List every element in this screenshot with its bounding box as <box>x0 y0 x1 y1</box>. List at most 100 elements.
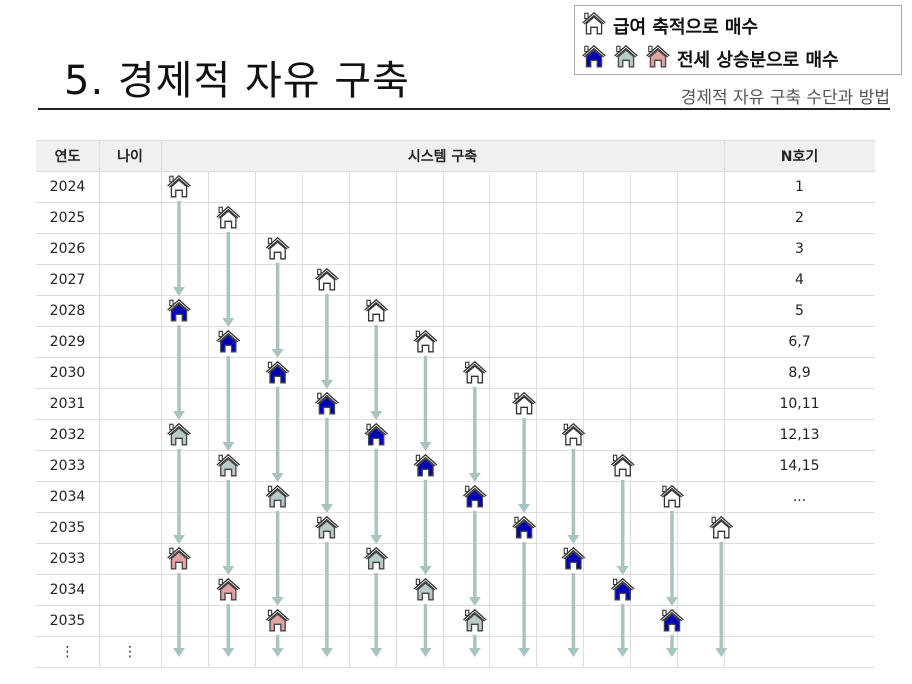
house-white-icon <box>167 174 191 198</box>
grid-row-line <box>36 636 875 637</box>
year-cell: 2024 <box>49 178 86 195</box>
house-blue-icon <box>581 43 607 74</box>
system-flow <box>167 174 734 657</box>
grid-row-line <box>36 667 875 668</box>
house-pink-icon <box>645 43 671 74</box>
house-blue-icon <box>561 546 586 570</box>
grid-row-line <box>36 357 875 358</box>
grid-row-line <box>36 419 875 420</box>
grid-col-line <box>583 171 584 667</box>
header-unit: N호기 <box>724 140 875 171</box>
grid-row-line <box>36 512 875 513</box>
flow-arrow <box>567 449 580 544</box>
house-blue-icon <box>216 329 241 353</box>
grid-col-line <box>349 171 350 667</box>
flow-arrow <box>666 511 678 606</box>
house-white-icon <box>660 484 684 508</box>
house-blue-icon <box>610 577 635 601</box>
flow-arrow <box>370 449 383 544</box>
house-gray-icon <box>364 546 389 570</box>
house-white-icon <box>364 298 389 322</box>
house-white-icon <box>216 205 241 229</box>
year-cell: 2031 <box>49 395 86 412</box>
house-pink-icon <box>167 546 191 570</box>
flow-arrow <box>271 511 284 606</box>
grid-col-line <box>208 171 209 667</box>
grid-col-line <box>489 171 490 667</box>
grid-col-line <box>443 171 444 667</box>
house-pink-icon <box>216 577 241 601</box>
flow-arrow <box>616 604 629 657</box>
flow-arrow <box>173 325 185 420</box>
flow-arrow <box>222 356 235 451</box>
flow-arrow <box>370 325 383 420</box>
legend-item-jeonse: 전세 상승분으로 매수 <box>581 43 839 74</box>
legend-item-salary: 급여 축적으로 매수 <box>581 10 758 41</box>
page-subtitle: 경제적 자유 구축 수단과 방법 <box>680 88 890 108</box>
grid-col-line <box>536 171 537 667</box>
header-system: 시스템 구축 <box>161 140 724 171</box>
unit-cell: 3 <box>795 240 804 257</box>
grid-row-line <box>36 295 875 296</box>
grid-row-line <box>36 388 875 389</box>
house-blue-icon <box>413 453 438 477</box>
house-blue-icon <box>364 422 389 446</box>
year-cell: 2030 <box>49 364 86 381</box>
house-white-icon <box>265 236 290 260</box>
flow-arrow <box>222 232 235 327</box>
grid-col-line <box>724 140 725 667</box>
grid-col-line <box>99 140 100 667</box>
flow-arrow <box>419 480 432 575</box>
house-gray-icon <box>315 515 339 539</box>
unit-cell: 1 <box>795 178 804 195</box>
flow-arrow <box>320 418 333 513</box>
grid-row-line <box>36 481 875 482</box>
house-white-icon <box>315 267 339 291</box>
legend-label: 전세 상승분으로 매수 <box>677 49 839 71</box>
year-cell: 2033 <box>49 457 86 474</box>
flow-arrow <box>518 542 531 657</box>
flow-arrow <box>370 573 383 657</box>
unit-cell: ... <box>792 488 807 505</box>
house-white-icon <box>413 329 438 353</box>
grid-row-line <box>36 543 875 544</box>
grid-row-line <box>36 450 875 451</box>
house-pink-icon <box>265 608 290 632</box>
unit-cell: 5 <box>795 302 804 319</box>
house-gray-icon <box>265 484 290 508</box>
house-white-icon <box>610 453 635 477</box>
year-cell: 2034 <box>49 488 86 505</box>
unit-cell: 12,13 <box>779 426 820 443</box>
unit-cell: 14,15 <box>779 457 820 474</box>
flow-arrow <box>518 418 531 513</box>
flow-arrow <box>567 573 580 657</box>
house-blue-icon <box>265 360 290 384</box>
grid-row-line <box>36 574 875 575</box>
house-filled-icons <box>581 43 671 74</box>
legend: 급여 축적으로 매수 전세 상승분으로 매수 <box>574 5 902 75</box>
page-title: 5. 경제적 자유 구축 <box>64 58 410 104</box>
year-cell: 2029 <box>49 333 86 350</box>
house-blue-icon <box>315 391 339 415</box>
grid-col-line <box>677 171 678 667</box>
house-gray-icon <box>613 43 639 74</box>
house-white-icon <box>512 391 536 415</box>
grid-row-line <box>36 140 875 141</box>
flow-arrow <box>468 511 481 606</box>
year-cell: ⋮ <box>60 643 75 660</box>
year-cell: 2032 <box>49 426 86 443</box>
flow-arrow <box>222 480 235 575</box>
house-white-icon <box>462 360 487 384</box>
house-gray-icon <box>462 608 487 632</box>
age-cell: ⋮ <box>123 643 137 660</box>
house-gray-icon <box>167 422 191 446</box>
house-blue-icon <box>462 484 487 508</box>
unit-cell: 4 <box>795 271 804 288</box>
year-cell: 2034 <box>49 581 86 598</box>
house-blue-icon <box>512 515 536 539</box>
year-cell: 2025 <box>49 209 86 226</box>
flow-arrow <box>419 356 432 451</box>
grid-col-line <box>630 171 631 667</box>
flow-arrow <box>419 604 432 657</box>
